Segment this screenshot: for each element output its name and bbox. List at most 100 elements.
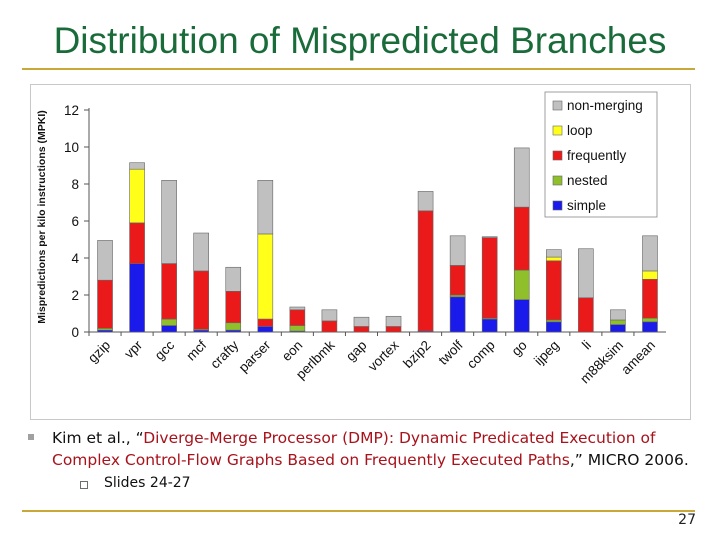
legend-label-loop: loop	[567, 123, 593, 138]
bar-segment-nested-m88ksim	[610, 319, 626, 325]
x-tick-label-vortex: vortex	[365, 337, 402, 374]
bar-segment-non-merging-comp	[481, 236, 498, 238]
bar-segment-simple-amean	[642, 321, 658, 333]
bar-segment-frequently-twolf	[449, 265, 466, 296]
bar-segment-simple-ijpeg	[546, 321, 562, 333]
bar-segment-frequently-parser	[257, 318, 274, 327]
y-axis-label: Mispredictions per kilo instructions (MP…	[36, 110, 48, 324]
x-tick-label-gcc: gcc	[152, 337, 178, 363]
bar-segment-non-merging-gzip	[97, 240, 113, 281]
legend-label-simple: simple	[567, 198, 606, 213]
y-tick-label: 12	[64, 103, 79, 118]
bullet-icon	[28, 434, 34, 440]
x-tick-label-go: go	[509, 338, 530, 359]
bar-segment-nested-gcc	[161, 318, 177, 326]
bar-segment-frequently-bzip2	[417, 210, 434, 332]
bar-segment-frequently-go	[513, 206, 530, 271]
bar-segment-nested-crafty	[225, 322, 242, 331]
title-underline	[22, 68, 695, 70]
citation-prefix: Kim et al., “	[52, 429, 144, 447]
legend-label-non-merging: non-merging	[567, 98, 643, 113]
bar-segment-non-merging-twolf	[449, 235, 466, 266]
y-tick-label: 2	[71, 288, 79, 303]
bar-segment-loop-vpr	[129, 168, 145, 224]
bar-segment-frequently-gcc	[161, 263, 177, 320]
bar-segment-non-merging-crafty	[225, 266, 242, 292]
y-tick-label: 0	[71, 325, 79, 340]
legend-label-frequently: frequently	[567, 148, 627, 163]
bar-segment-non-merging-li	[578, 248, 594, 299]
bar-segment-non-merging-bzip2	[417, 191, 434, 212]
x-tick-label-ijpeg: ijpeg	[531, 338, 562, 369]
citation-title-line1: Diverge-Merge Processor (DMP): Dynamic P…	[143, 429, 656, 447]
bar-segment-loop-ijpeg	[546, 256, 562, 262]
bar-segment-non-merging-perlbmk	[321, 309, 338, 322]
page-number: 27	[678, 512, 696, 528]
bar-segment-simple-gcc	[161, 325, 177, 333]
bar-segment-frequently-amean	[642, 278, 658, 319]
bar-segment-frequently-vortex	[385, 326, 402, 333]
x-tick-label-li: li	[579, 338, 594, 353]
stacked-bar-chart: Mispredictions per kilo instructions (MP…	[36, 91, 666, 386]
bar-segment-nested-eon	[289, 325, 306, 332]
bar-segment-simple-twolf	[449, 296, 466, 333]
legend-swatch-nested	[552, 175, 563, 186]
bar-segment-frequently-vpr	[129, 222, 145, 264]
legend-swatch-frequently	[552, 150, 563, 161]
x-tick-label-gzip: gzip	[85, 338, 113, 366]
x-tick-label-eon: eon	[279, 338, 306, 365]
bar-segment-non-merging-gcc	[161, 180, 177, 264]
bar-segment-frequently-gap	[353, 326, 370, 333]
y-tick-label: 4	[71, 251, 79, 266]
bar-segment-non-merging-vpr	[129, 162, 145, 170]
y-tick-label: 10	[64, 140, 79, 155]
legend-swatch-non-merging	[552, 100, 563, 111]
bar-segment-non-merging-go	[513, 147, 530, 208]
x-tick-label-vpr: vpr	[121, 337, 145, 361]
bar-segment-frequently-comp	[481, 237, 498, 319]
bar-segment-non-merging-gap	[353, 316, 370, 327]
y-tick-label: 8	[71, 177, 79, 192]
legend-swatch-loop	[552, 125, 563, 136]
bar-segment-loop-parser	[257, 233, 274, 320]
sub-bullet-text: Slides 24-27	[104, 475, 191, 491]
bar-segment-simple-parser	[257, 326, 274, 333]
legend-swatch-simple	[552, 200, 563, 211]
bar-segment-non-merging-vortex	[385, 315, 402, 327]
x-tick-label-twolf: twolf	[436, 337, 466, 367]
x-tick-label-gap: gap	[343, 338, 370, 365]
bar-segment-frequently-ijpeg	[546, 260, 562, 321]
bar-segment-frequently-li	[578, 297, 594, 333]
bar-segment-simple-vpr	[129, 263, 145, 333]
footer-rule	[22, 510, 695, 512]
bar-segment-non-merging-amean	[642, 235, 658, 272]
x-tick-label-mcf: mcf	[183, 337, 209, 363]
citation-title-line2: Complex Control-Flow Graphs Based on Fre…	[52, 451, 570, 469]
sub-bullet-icon	[80, 481, 88, 489]
bar-segment-non-merging-ijpeg	[546, 249, 562, 258]
bar-segment-loop-amean	[642, 270, 658, 280]
x-tick-label-parser: parser	[236, 337, 274, 375]
bar-segment-frequently-eon	[289, 309, 306, 326]
citation-suffix: ,” MICRO 2006.	[569, 451, 689, 469]
legend-box	[544, 91, 658, 218]
bar-segment-frequently-perlbmk	[321, 320, 338, 333]
bar-segment-frequently-mcf	[193, 270, 209, 330]
bar-segment-nested-amean	[642, 317, 658, 323]
bar-segment-nested-go	[513, 269, 530, 300]
bar-segment-non-merging-eon	[289, 306, 306, 311]
bar-segment-non-merging-parser	[257, 180, 274, 235]
bar-segment-simple-go	[513, 299, 530, 333]
x-tick-label-bzip2: bzip2	[400, 338, 433, 371]
bar-segment-simple-m88ksim	[610, 324, 626, 333]
y-tick-label: 6	[71, 214, 79, 229]
bar-segment-simple-comp	[481, 318, 498, 333]
legend-label-nested: nested	[567, 173, 608, 188]
bar-segment-frequently-gzip	[97, 279, 113, 329]
citation: Kim et al., “Diverge-Merge Processor (DM…	[52, 427, 720, 471]
x-tick-label-comp: comp	[464, 338, 498, 372]
bar-segment-non-merging-m88ksim	[610, 309, 626, 321]
chart-frame: Mispredictions per kilo instructions (MP…	[30, 84, 691, 420]
bar-segment-non-merging-mcf	[193, 232, 209, 272]
x-tick-label-amean: amean	[618, 338, 658, 378]
